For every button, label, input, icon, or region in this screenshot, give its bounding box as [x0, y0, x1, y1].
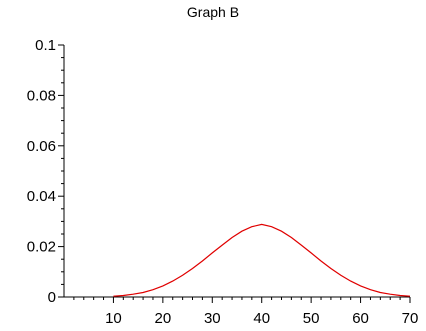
y-tick-label: 0.08 [27, 87, 56, 104]
series-line [113, 223, 411, 297]
x-tick-label: 70 [402, 310, 419, 327]
y-tick-label: 0 [48, 289, 56, 306]
x-tick-label: 20 [155, 310, 172, 327]
chart-title: Graph B [186, 4, 240, 20]
y-tick-label: 0.04 [27, 188, 56, 205]
x-tick-label: 50 [303, 310, 320, 327]
y-tick-label: 0.1 [35, 37, 56, 54]
x-tick-label: 30 [204, 310, 221, 327]
x-tick-label: 60 [352, 310, 369, 327]
x-tick-label: 10 [105, 310, 122, 327]
x-tick-label: 40 [253, 310, 270, 327]
y-tick-label: 0.06 [27, 138, 56, 155]
y-tick-label: 0.02 [27, 239, 56, 256]
